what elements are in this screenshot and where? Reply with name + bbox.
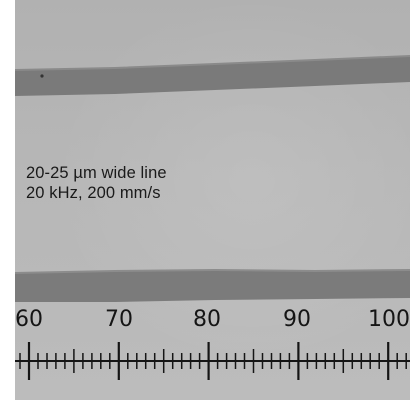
ruler-label-90: 90 <box>283 307 311 332</box>
caption-text: 20-25 µm wide line 20 kHz, 200 mm/s <box>26 163 167 203</box>
ruler-scale <box>15 342 410 380</box>
caption-parameters: 20 kHz, 200 mm/s <box>26 184 161 202</box>
caption-line-width: 20-25 µm wide line <box>26 164 167 182</box>
ruler-label-80: 80 <box>193 307 221 332</box>
surface-defect-dot <box>40 74 44 78</box>
lower-laser-line <box>15 270 410 302</box>
ruler-label-70: 70 <box>105 307 133 332</box>
lower-line-edge-highlight <box>15 268 410 274</box>
ruler-label-100: 100 <box>368 307 410 332</box>
laser-lines-layer <box>15 55 410 302</box>
ruler-ticks <box>15 342 410 380</box>
upper-laser-line <box>15 56 410 96</box>
ruler-label-60: 60 <box>15 307 43 332</box>
micrograph-image: 20-25 µm wide line 20 kHz, 200 mm/s 60 7… <box>15 0 410 400</box>
upper-line-edge-highlight <box>15 55 410 71</box>
